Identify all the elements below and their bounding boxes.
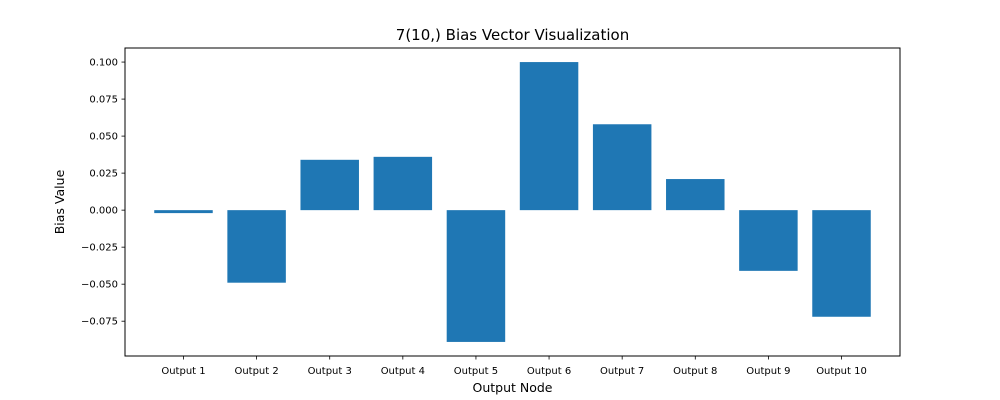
y-tick-label: 0.075 — [89, 95, 118, 106]
x-tick-label: Output 2 — [234, 366, 278, 377]
bar-10 — [812, 210, 871, 317]
x-tick-label: Output 10 — [816, 366, 867, 377]
x-tick-label: Output 4 — [381, 366, 425, 377]
y-tick-label: 0.050 — [89, 132, 118, 143]
y-tick-label: −0.025 — [81, 243, 118, 254]
plot-frame — [124, 47, 901, 357]
bar-1 — [154, 210, 213, 214]
y-axis: −0.075 −0.050 −0.025 0.000 0.025 0.050 0.075 0.… — [81, 58, 125, 328]
x-tick-label: Output 9 — [746, 366, 790, 377]
x-axis: Output 1 Output 2 Output 3 Output 4 Output 5… — [161, 356, 867, 377]
y-tick-label: 0.100 — [89, 58, 118, 69]
y-tick-label: −0.050 — [81, 280, 118, 291]
bar-6 — [519, 62, 579, 211]
x-tick-label: Output 6 — [527, 366, 571, 377]
chart-title: 7(10,) Bias Vector Visualization — [396, 26, 629, 44]
bar-7 — [592, 124, 652, 211]
y-axis-label: Bias Value — [52, 169, 67, 234]
bar-2 — [227, 210, 286, 283]
bar-4 — [373, 156, 433, 211]
x-tick-label: Output 8 — [673, 366, 717, 377]
y-tick-label: 0.000 — [89, 206, 118, 217]
y-tick-label: 0.025 — [89, 169, 118, 180]
x-tick-label: Output 5 — [454, 366, 498, 377]
bar-8 — [666, 179, 725, 211]
x-axis-label: Output Node — [472, 380, 552, 395]
x-tick-label: Output 7 — [600, 366, 644, 377]
bar-5 — [446, 210, 506, 342]
bars-layer — [154, 62, 871, 342]
x-tick-label: Output 1 — [161, 366, 205, 377]
x-tick-label: Output 3 — [308, 366, 352, 377]
bar-9 — [739, 210, 798, 271]
y-tick-label: −0.075 — [81, 317, 118, 328]
bar-3 — [300, 159, 359, 211]
